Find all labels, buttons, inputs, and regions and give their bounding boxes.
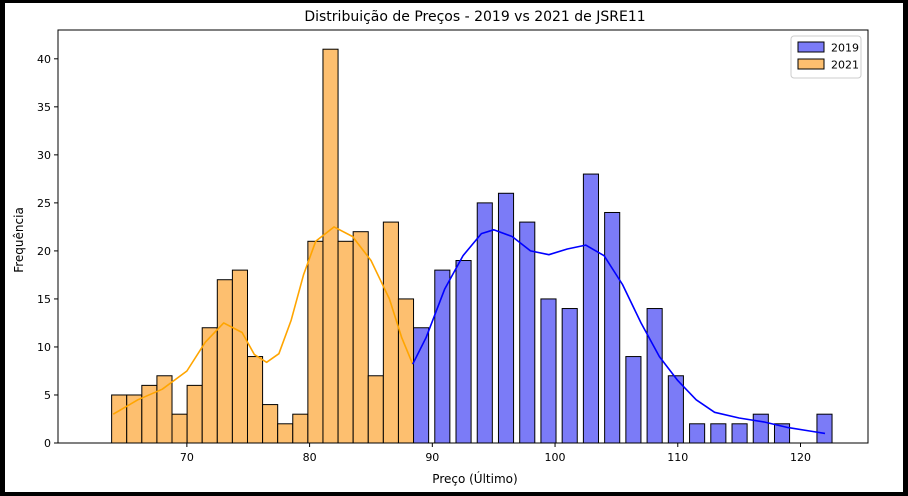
bar-2019-11 <box>646 308 663 444</box>
legend-label-2021: 2021 <box>831 59 859 72</box>
x-axis-label: Preço (Último) <box>432 471 517 486</box>
bar-2019-8 <box>582 173 599 444</box>
bar-2019-9 <box>604 211 621 444</box>
bar-2021-8 <box>231 269 248 444</box>
bar-2021-17 <box>367 375 384 444</box>
bar-2021-6 <box>201 327 218 444</box>
bar-2019-6 <box>540 298 557 444</box>
bar-2021-9 <box>246 356 264 444</box>
chart-title: Distribuição de Preços - 2019 vs 2021 de… <box>304 9 645 25</box>
x-tick-label: 110 <box>667 451 688 464</box>
bar-2019-7 <box>561 308 578 444</box>
y-tick-label: 5 <box>44 389 51 402</box>
x-tick-label: 90 <box>425 451 439 464</box>
bar-2021-15 <box>337 240 354 444</box>
bar-2021-19 <box>397 298 415 444</box>
bar-2019-10 <box>625 356 642 444</box>
x-tick-label: 70 <box>180 451 194 464</box>
y-tick-label: 0 <box>44 437 51 450</box>
x-tick-label: 120 <box>790 451 811 464</box>
kde-line-2021 <box>112 226 414 415</box>
bar-2019-5 <box>519 221 536 444</box>
bar-2019-3 <box>476 202 493 444</box>
bar-2019-13 <box>689 423 706 444</box>
legend-label-2019: 2019 <box>831 42 859 55</box>
plot-area: 70 80 90 100 110 120 0 5 10 15 20 25 30 35 40 <box>37 29 869 464</box>
bar-2021-16 <box>352 231 369 444</box>
x-tick-label: 80 <box>303 451 317 464</box>
y-tick-label: 25 <box>37 197 51 210</box>
legend-swatch-2021 <box>797 58 825 70</box>
bar-2021-0 <box>111 394 128 444</box>
bar-2019-19 <box>816 413 833 444</box>
y-tick-label: 35 <box>37 101 51 114</box>
bar-2019-0 <box>413 327 430 444</box>
bar-2019-4 <box>497 192 515 444</box>
y-tick-label: 10 <box>37 341 51 354</box>
bar-2019-14 <box>710 423 727 444</box>
bar-2021-18 <box>382 221 399 444</box>
legend-swatch-2019 <box>797 41 825 53</box>
y-tick-label: 15 <box>37 293 51 306</box>
bar-2019-16 <box>752 413 769 444</box>
bar-2021-5 <box>186 384 203 444</box>
y-tick-label: 40 <box>37 53 51 66</box>
bar-2021-13 <box>307 240 324 444</box>
bar-2021-3 <box>156 375 173 444</box>
bar-2021-11 <box>277 423 294 444</box>
legend: 2019 2021 <box>790 35 862 79</box>
figure: Distribuição de Preços - 2019 vs 2021 de… <box>5 3 903 492</box>
bar-2019-15 <box>731 423 748 444</box>
y-tick-label: 30 <box>37 149 51 162</box>
kde-line-2019 <box>411 229 826 435</box>
y-tick-label: 20 <box>37 245 51 258</box>
axes-frame <box>57 29 869 444</box>
bar-2021-10 <box>262 404 279 444</box>
bar-2021-14 <box>322 48 339 444</box>
histogram-chart: Distribuição de Preços - 2019 vs 2021 de… <box>12 9 869 486</box>
y-axis-label: Frequência <box>12 207 26 273</box>
bar-2021-12 <box>292 413 309 444</box>
bar-2021-7 <box>216 279 233 444</box>
bar-2019-2 <box>455 260 472 444</box>
bar-2019-12 <box>667 375 684 444</box>
bar-2021-4 <box>171 413 188 444</box>
x-tick-label: 100 <box>545 451 566 464</box>
